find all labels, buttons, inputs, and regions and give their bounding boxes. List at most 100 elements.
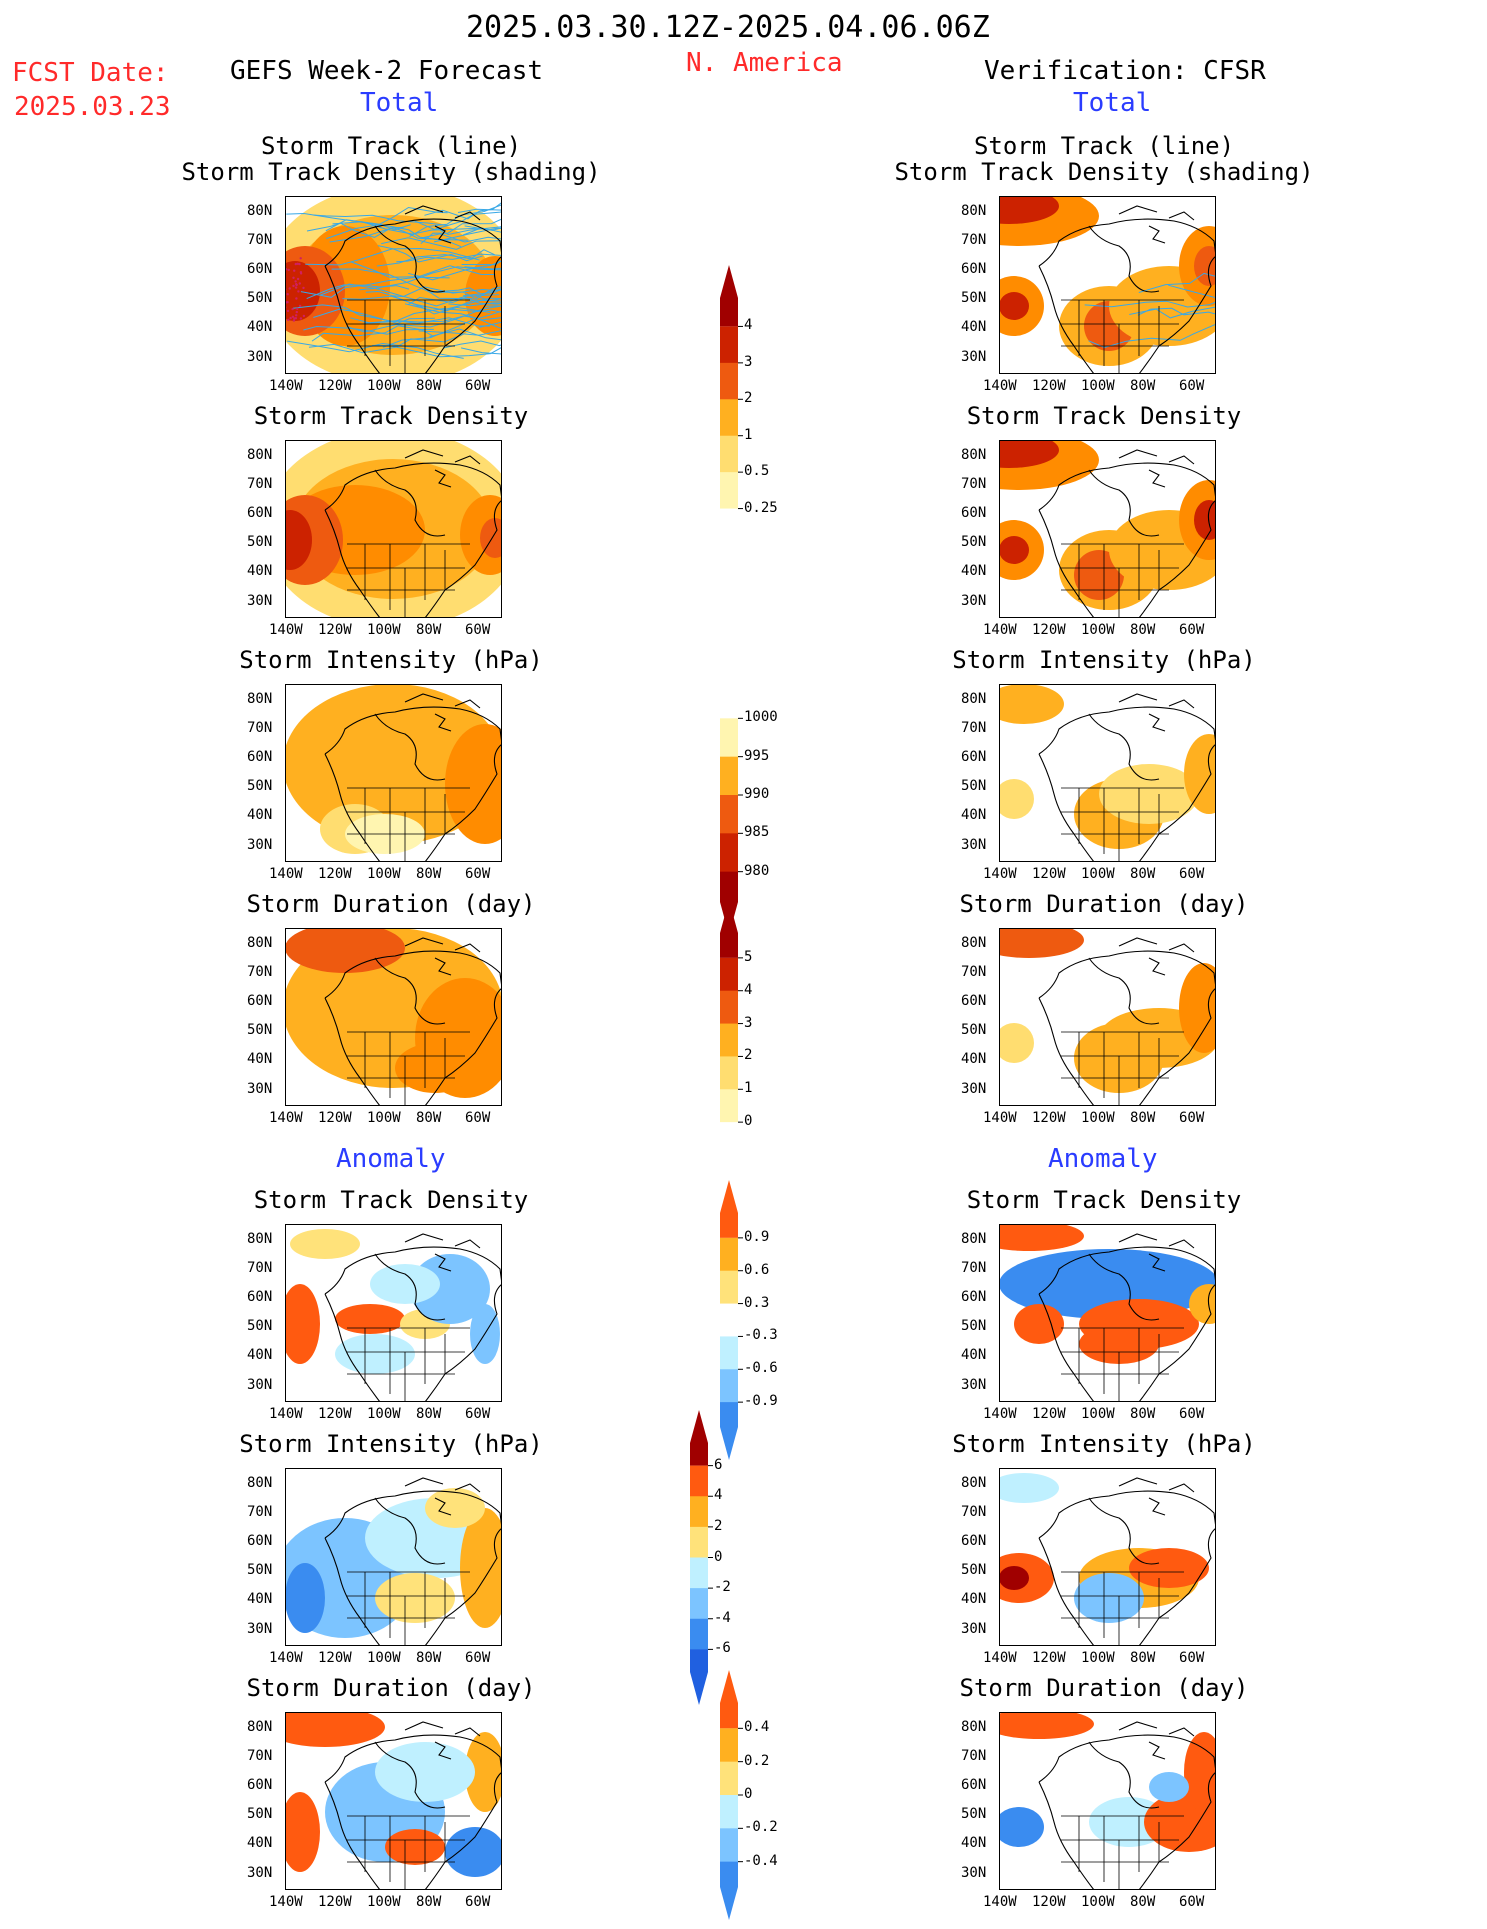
lon-tick-label: 80W	[416, 378, 442, 394]
lat-tick-label: 30N	[247, 349, 273, 365]
colorbar-tick-label: 5	[744, 948, 753, 965]
lon-tick-label: 120W	[1032, 1110, 1066, 1126]
lon-tick-label: 60W	[465, 866, 491, 882]
lon-tick-label: 100W	[1081, 378, 1115, 394]
fc-track-line-title: Storm Track (line)	[260, 132, 522, 160]
lon-tick-label: 140W	[983, 866, 1017, 882]
colorbar-tick-label: -6	[714, 1640, 731, 1657]
lon-tick-label: 100W	[1081, 622, 1115, 638]
lat-tick-label: 60N	[247, 1289, 273, 1305]
lat-tick-label: 40N	[961, 1591, 987, 1607]
lat-tick-label: 40N	[961, 319, 987, 335]
fc-anom-intensity-map	[285, 1468, 502, 1646]
lon-tick-label: 120W	[318, 1110, 352, 1126]
lon-tick-label: 60W	[1179, 1894, 1205, 1910]
lat-tick-label: 30N	[961, 1081, 987, 1097]
lat-tick-label: 70N	[247, 476, 273, 492]
lat-tick-label: 40N	[247, 1591, 273, 1607]
lat-tick-label: 80N	[247, 447, 273, 463]
fc-duration-map	[285, 928, 502, 1106]
ver-intensity-map	[999, 684, 1216, 862]
lat-tick-label: 50N	[961, 1562, 987, 1578]
lon-tick-label: 60W	[1179, 866, 1205, 882]
lon-tick-label: 120W	[1032, 1650, 1066, 1666]
colorbar-tick-label: 0.3	[744, 1294, 770, 1311]
ver-intensity-title: Storm Intensity (hPa)	[952, 646, 1256, 674]
lon-tick-label: 140W	[269, 1650, 303, 1666]
colorbar-tick-label: 0.6	[744, 1261, 770, 1278]
colorbar-tick-label: -2	[714, 1579, 731, 1596]
lon-tick-label: 140W	[983, 1406, 1017, 1422]
lat-tick-label: 60N	[961, 505, 987, 521]
ver-track-line-title: Storm Track (line)	[973, 132, 1235, 160]
lon-tick-label: 100W	[367, 1894, 401, 1910]
lon-tick-label: 100W	[367, 622, 401, 638]
lon-tick-label: 60W	[465, 1406, 491, 1422]
lat-tick-label: 70N	[247, 720, 273, 736]
lon-tick-label: 120W	[318, 1894, 352, 1910]
lat-tick-label: 50N	[961, 534, 987, 550]
lat-tick-label: 80N	[961, 203, 987, 219]
lon-tick-label: 80W	[1130, 1110, 1156, 1126]
colorbar-tick-label: 1	[744, 1080, 753, 1097]
lat-tick-label: 50N	[247, 1022, 273, 1038]
colorbar-tick-label: 0	[744, 1786, 753, 1802]
lon-tick-label: 140W	[269, 378, 303, 394]
lon-tick-label: 60W	[1179, 378, 1205, 394]
lon-tick-label: 120W	[318, 1406, 352, 1422]
lat-tick-label: 30N	[247, 1377, 273, 1393]
lon-tick-label: 140W	[269, 622, 303, 638]
ver-duration-title: Storm Duration (day)	[959, 890, 1249, 918]
colorbar-density-total	[720, 260, 800, 579]
lon-tick-label: 140W	[983, 1894, 1017, 1910]
lon-tick-label: 80W	[1130, 1894, 1156, 1910]
lon-tick-label: 80W	[1130, 622, 1156, 638]
lon-tick-label: 60W	[1179, 622, 1205, 638]
colorbar-tick-label: 2	[714, 1517, 723, 1534]
lon-tick-label: 80W	[1130, 1650, 1156, 1666]
lat-tick-label: 80N	[247, 1475, 273, 1491]
lat-tick-label: 70N	[961, 1260, 987, 1276]
verification-anomaly-label: Anomaly	[1048, 1144, 1158, 1174]
lon-tick-label: 100W	[1081, 866, 1115, 882]
ver-density-title: Storm Track Density	[966, 402, 1242, 430]
lat-tick-label: 80N	[961, 935, 987, 951]
lat-tick-label: 50N	[961, 290, 987, 306]
colorbar-tick-label: 985	[744, 824, 770, 841]
fc-density-map	[285, 440, 502, 618]
lat-tick-label: 60N	[247, 261, 273, 277]
lat-tick-label: 80N	[961, 447, 987, 463]
lat-tick-label: 30N	[247, 837, 273, 853]
lat-tick-label: 80N	[247, 691, 273, 707]
lon-tick-label: 60W	[1179, 1110, 1205, 1126]
lat-tick-label: 80N	[961, 1231, 987, 1247]
lon-tick-label: 140W	[983, 378, 1017, 394]
lat-tick-label: 70N	[247, 232, 273, 248]
colorbar-tick-label: -0.3	[744, 1327, 778, 1344]
colorbar-tick-label: 980	[744, 862, 770, 879]
fc-anom-density-map	[285, 1224, 502, 1402]
colorbar-tick-label: 0	[744, 1113, 753, 1130]
lon-tick-label: 120W	[318, 622, 352, 638]
lon-tick-label: 120W	[318, 866, 352, 882]
lon-tick-label: 120W	[1032, 1406, 1066, 1422]
lat-tick-label: 30N	[247, 1081, 273, 1097]
lon-tick-label: 120W	[1032, 1894, 1066, 1910]
lon-tick-label: 60W	[465, 1650, 491, 1666]
lat-tick-label: 70N	[961, 720, 987, 736]
lon-tick-label: 80W	[1130, 378, 1156, 394]
lat-tick-label: 60N	[961, 1289, 987, 1305]
lon-tick-label: 100W	[367, 1110, 401, 1126]
lat-tick-label: 40N	[961, 807, 987, 823]
colorbar-tick-label: -0.6	[744, 1360, 778, 1377]
colorbar-tick-label: 0	[714, 1548, 723, 1565]
lon-tick-label: 60W	[465, 1110, 491, 1126]
lat-tick-label: 50N	[247, 290, 273, 306]
colorbar-tick-label: 6	[714, 1456, 723, 1473]
lat-tick-label: 40N	[247, 1051, 273, 1067]
lat-tick-label: 30N	[247, 1865, 273, 1881]
lat-tick-label: 50N	[247, 1318, 273, 1334]
lat-tick-label: 60N	[247, 749, 273, 765]
lon-tick-label: 120W	[1032, 866, 1066, 882]
lon-tick-label: 80W	[416, 866, 442, 882]
